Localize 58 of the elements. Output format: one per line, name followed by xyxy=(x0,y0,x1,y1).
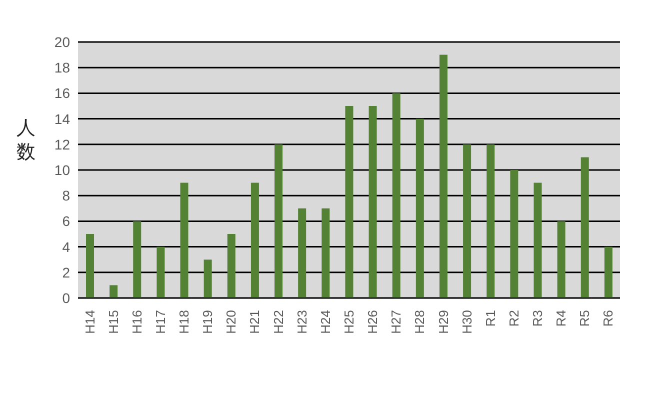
x-tick-label: R1 xyxy=(482,310,498,327)
x-tick-label: H30 xyxy=(459,310,474,334)
y-tick-label: 2 xyxy=(62,264,70,280)
x-tick-label: H17 xyxy=(152,310,168,334)
x-tick-label: H22 xyxy=(270,310,286,334)
x-tick-label: R3 xyxy=(530,310,546,327)
x-tick-label: H23 xyxy=(294,310,310,334)
bar xyxy=(322,208,330,298)
x-tick-label: R6 xyxy=(600,310,616,327)
bar xyxy=(345,106,354,298)
y-tick-label: 0 xyxy=(62,290,70,306)
x-tick-label: R4 xyxy=(554,310,569,327)
bar xyxy=(156,246,165,298)
bar xyxy=(204,260,212,298)
bar xyxy=(133,221,142,298)
bar xyxy=(298,208,306,298)
y-axis-title: 人数 xyxy=(16,117,36,163)
x-tick-label: H20 xyxy=(224,310,239,334)
bar xyxy=(557,221,566,298)
bar xyxy=(463,144,472,298)
y-tick-label: 20 xyxy=(54,34,70,50)
y-tick-label: 10 xyxy=(54,162,70,178)
bar xyxy=(274,144,283,298)
x-tick-label: R2 xyxy=(506,310,522,327)
y-tick-label: 6 xyxy=(62,213,70,230)
y-tick-label: 14 xyxy=(54,110,70,127)
y-tick-label: 4 xyxy=(62,238,70,255)
bar xyxy=(580,157,589,298)
x-tick-label: H21 xyxy=(247,310,262,334)
bar xyxy=(486,144,495,298)
x-tick-label: H26 xyxy=(365,310,380,334)
bar xyxy=(227,234,236,298)
x-tick-label: H16 xyxy=(129,310,144,334)
y-tick-label: 18 xyxy=(54,60,70,76)
bar xyxy=(416,118,424,298)
x-tick-label: H19 xyxy=(200,310,216,334)
bar xyxy=(604,246,612,298)
x-tick-label: H25 xyxy=(342,310,356,334)
x-tick-label: H18 xyxy=(176,310,192,334)
bar xyxy=(534,182,542,298)
x-tick-label: H29 xyxy=(436,310,451,334)
bar xyxy=(180,182,188,298)
y-tick-label: 12 xyxy=(54,136,70,152)
y-tick-label: 16 xyxy=(54,85,70,102)
x-tick-label: R5 xyxy=(577,310,592,327)
bar xyxy=(439,54,448,298)
bar xyxy=(368,106,377,298)
bar xyxy=(510,170,518,298)
x-tick-label: H15 xyxy=(106,310,121,334)
x-tick-label: H28 xyxy=(412,310,428,334)
bar xyxy=(110,285,118,298)
y-tick-label: 8 xyxy=(62,188,70,204)
x-tick-label: H14 xyxy=(82,310,98,334)
x-tick-label: H27 xyxy=(388,310,404,334)
bar xyxy=(86,234,94,298)
bar xyxy=(250,182,259,298)
bar xyxy=(392,93,400,298)
x-tick-label: H24 xyxy=(318,310,333,334)
